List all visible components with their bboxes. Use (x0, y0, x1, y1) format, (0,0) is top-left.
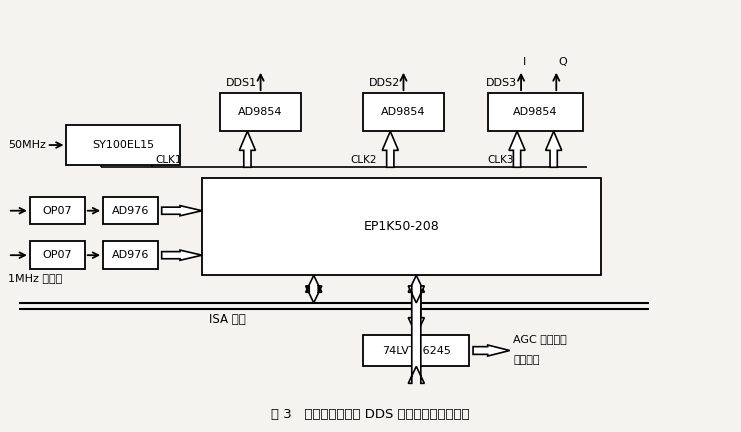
Polygon shape (509, 131, 525, 167)
Text: 收发控制: 收发控制 (514, 355, 540, 365)
Text: Q: Q (559, 57, 568, 67)
Polygon shape (408, 275, 425, 335)
Text: AD976: AD976 (112, 206, 149, 216)
FancyBboxPatch shape (30, 241, 84, 269)
Text: DDS3: DDS3 (486, 78, 517, 88)
Text: AD976: AD976 (112, 250, 149, 260)
Text: AD9854: AD9854 (239, 107, 283, 117)
Text: 74LVT16245: 74LVT16245 (382, 346, 451, 356)
Text: CLK3: CLK3 (488, 155, 514, 165)
Text: OP07: OP07 (42, 206, 72, 216)
Polygon shape (162, 250, 202, 260)
Text: I: I (523, 57, 527, 67)
Polygon shape (473, 345, 510, 356)
FancyBboxPatch shape (67, 125, 180, 165)
Polygon shape (408, 286, 425, 383)
Text: AGC 增益控制: AGC 增益控制 (514, 334, 567, 344)
FancyBboxPatch shape (488, 93, 583, 131)
Text: EP1K50-208: EP1K50-208 (364, 220, 439, 233)
Text: CLK2: CLK2 (350, 155, 376, 165)
FancyBboxPatch shape (103, 241, 158, 269)
Polygon shape (382, 131, 399, 167)
FancyBboxPatch shape (220, 93, 301, 131)
Text: SY100EL15: SY100EL15 (92, 140, 154, 150)
FancyBboxPatch shape (363, 93, 444, 131)
FancyBboxPatch shape (202, 178, 601, 275)
Polygon shape (239, 131, 256, 167)
Text: DDS2: DDS2 (368, 78, 400, 88)
Text: AD9854: AD9854 (513, 107, 557, 117)
Polygon shape (162, 206, 202, 216)
Text: CLK1: CLK1 (156, 155, 182, 165)
Text: OP07: OP07 (42, 250, 72, 260)
Text: DDS1: DDS1 (226, 78, 257, 88)
Polygon shape (545, 131, 562, 167)
Text: ISA 总线: ISA 总线 (209, 314, 246, 327)
Text: 图 3   数据采集与多路 DDS 同步单元的实现框图: 图 3 数据采集与多路 DDS 同步单元的实现框图 (271, 409, 470, 422)
FancyBboxPatch shape (103, 197, 158, 225)
Polygon shape (305, 275, 322, 303)
Text: 50MHz: 50MHz (8, 140, 46, 150)
FancyBboxPatch shape (363, 335, 469, 366)
Text: 1MHz 下混频: 1MHz 下混频 (8, 273, 62, 283)
Text: AD9854: AD9854 (381, 107, 426, 117)
FancyBboxPatch shape (30, 197, 84, 225)
